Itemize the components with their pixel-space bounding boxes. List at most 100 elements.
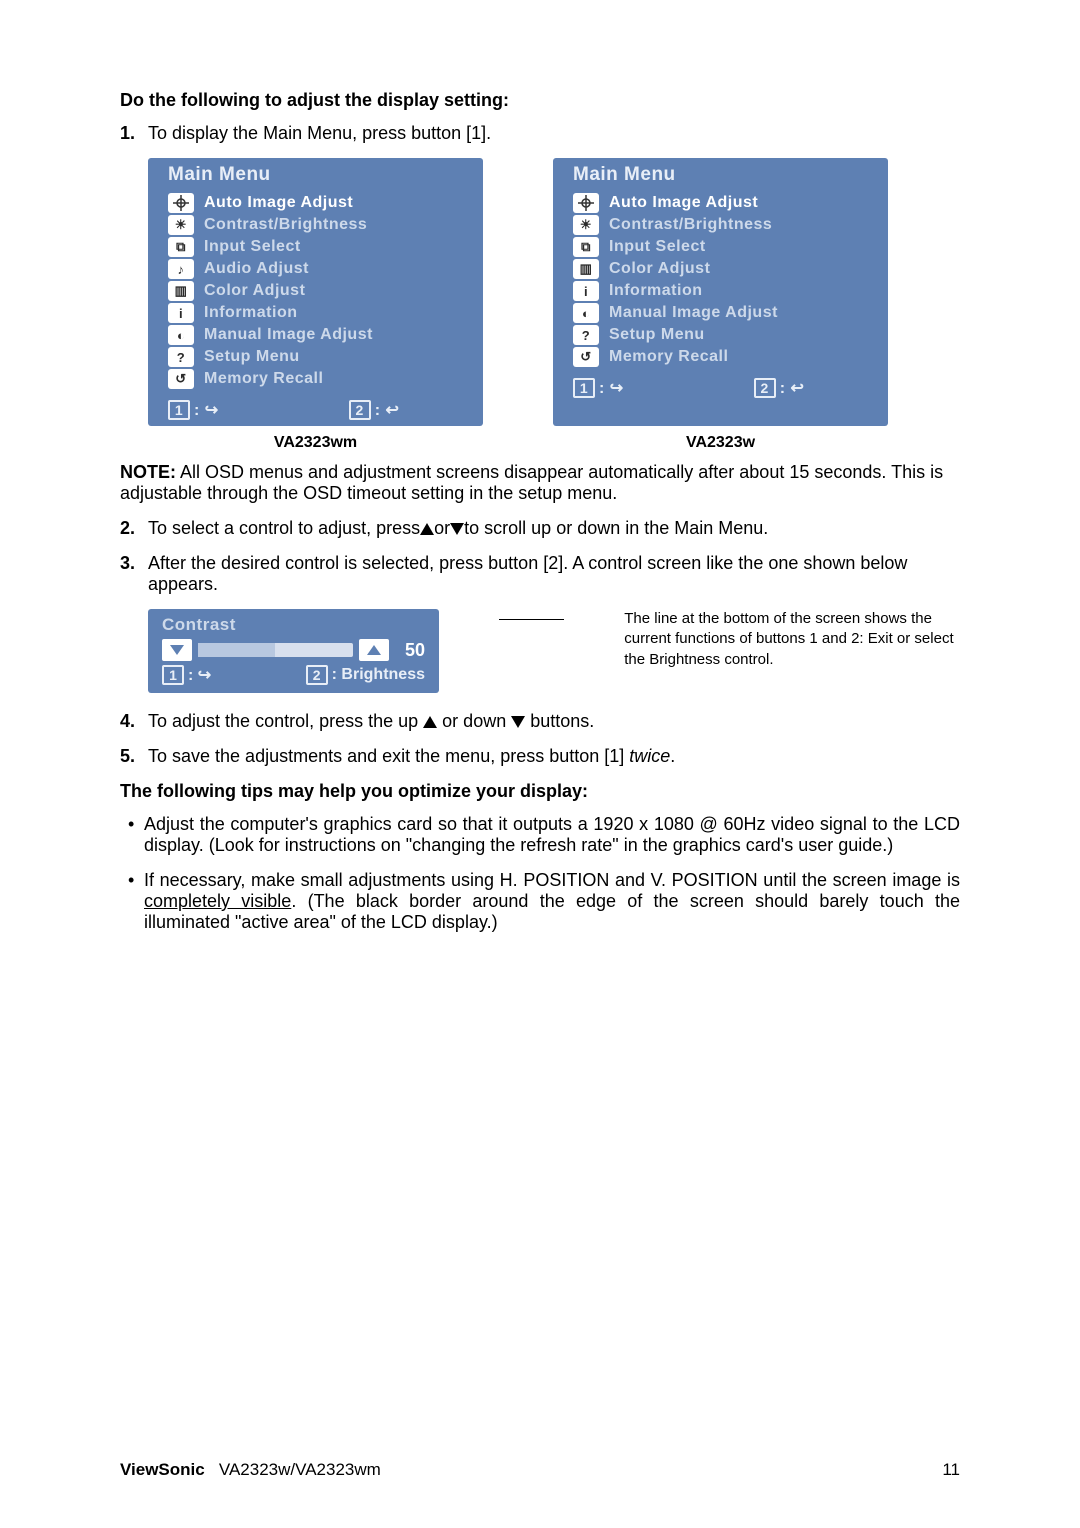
footer-page-number: 11 [942, 1460, 960, 1480]
step-5-num: 5. [120, 746, 148, 767]
step-2: 2. To select a control to adjust, presso… [120, 518, 960, 539]
contrast-control-screen: Contrast 50 1 : ↪ 2: Brightness [148, 609, 439, 693]
menu-item-contrast: ☀ Contrast/Brightness [168, 214, 471, 236]
footer-key-1: 1 : ↪ [573, 378, 624, 398]
step-1-num: 1. [120, 123, 148, 144]
menu-item-audio: ♪Audio Adjust [168, 258, 471, 280]
menu-item-label: Contrast/Brightness [609, 216, 772, 234]
color-icon: ▥ [168, 281, 194, 301]
step-2-text: To select a control to adjust, pressorto… [148, 518, 960, 539]
recall-icon: ↺ [573, 347, 599, 367]
menu-item-label: Auto Image Adjust [204, 194, 353, 212]
question-icon: ? [573, 325, 599, 345]
menu-item-auto-image: Auto Image Adjust [573, 192, 876, 214]
main-menu-w-footer: 1 : ↪ 2 : ↩ [553, 374, 888, 404]
menu-captions-row: VA2323wm VA2323w [148, 434, 960, 452]
menu-item-label: Memory Recall [609, 348, 728, 366]
color-icon: ▥ [573, 259, 599, 279]
crosshair-icon [573, 193, 599, 213]
menu-item-label: Information [609, 282, 703, 300]
menu-item-label: Information [204, 304, 298, 322]
menu-item-label: Color Adjust [609, 260, 710, 278]
manual-icon: ◐ [168, 325, 194, 345]
step-3-text: After the desired control is selected, p… [148, 553, 960, 595]
tip-1: • Adjust the computer's graphics card so… [120, 814, 960, 856]
contrast-footer: 1 : ↪ 2: Brightness [162, 665, 425, 685]
footer-key-1: 1 : ↪ [168, 400, 219, 420]
caption-wm: VA2323wm [148, 434, 483, 452]
step-4-num: 4. [120, 711, 148, 732]
footer-key-2: 2 : ↩ [754, 378, 805, 398]
menu-item-manual: ◐ Manual Image Adjust [573, 302, 876, 324]
note-label: NOTE: [120, 462, 176, 482]
contrast-slider: 50 [162, 639, 425, 661]
menu-item-label: Manual Image Adjust [204, 326, 373, 344]
step-3: 3. After the desired control is selected… [120, 553, 960, 595]
tip-1-text: Adjust the computer's graphics card so t… [144, 814, 960, 856]
menu-item-manual: ◐ Manual Image Adjust [168, 324, 471, 346]
menu-item-color: ▥ Color Adjust [168, 280, 471, 302]
menu-screenshots-row: Main Menu Auto Image Adjust ☀ Contrast/Br… [148, 158, 960, 426]
main-menu-w: Main Menu Auto Image Adjust ☀ Contrast/Br… [553, 158, 888, 426]
tip-2: • If necessary, make small adjustments u… [120, 870, 960, 933]
menu-item-memory: ↺ Memory Recall [573, 346, 876, 368]
menu-item-setup: ? Setup Menu [168, 346, 471, 368]
manual-icon: ◐ [573, 303, 599, 323]
menu-item-label: Memory Recall [204, 370, 323, 388]
menu-item-label: Audio Adjust [204, 260, 309, 278]
slider-down-icon [162, 639, 192, 661]
bullet-mark: • [120, 870, 144, 933]
note-text: All OSD menus and adjustment screens dis… [120, 462, 943, 503]
contrast-footer-1: 1 : ↪ [162, 665, 211, 685]
question-icon: ? [168, 347, 194, 367]
menu-item-input: ⧉Input Select [573, 236, 876, 258]
slider-track [198, 643, 353, 657]
step-2-num: 2. [120, 518, 148, 539]
footer-model: VA2323w/VA2323wm [219, 1460, 381, 1479]
recall-icon: ↺ [168, 369, 194, 389]
sun-icon: ☀ [168, 215, 194, 235]
main-menu-w-items: Auto Image Adjust ☀ Contrast/Brightness ⧉… [553, 192, 888, 374]
menu-item-input: ⧉ Input Select [168, 236, 471, 258]
menu-item-color: ▥ Color Adjust [573, 258, 876, 280]
menu-item-label: Setup Menu [204, 348, 300, 366]
footer-key-2: 2 : ↩ [349, 400, 400, 420]
sun-icon: ☀ [573, 215, 599, 235]
info-icon: i [573, 281, 599, 301]
callout-text: The line at the bottom of the screen sho… [624, 609, 960, 670]
main-menu-wm-items: Auto Image Adjust ☀ Contrast/Brightness ⧉… [148, 192, 483, 396]
menu-item-label: Setup Menu [609, 326, 705, 344]
contrast-footer-2: 2: Brightness [306, 665, 425, 685]
menu-item-label: Input Select [204, 238, 301, 256]
menu-item-label: Contrast/Brightness [204, 216, 367, 234]
menu-item-memory: ↺ Memory Recall [168, 368, 471, 390]
heading-adjust-display: Do the following to adjust the display s… [120, 90, 960, 111]
menu-item-info: i Information [168, 302, 471, 324]
crosshair-icon [168, 193, 194, 213]
caption-w: VA2323w [553, 434, 888, 452]
bullet-mark: • [120, 814, 144, 856]
step-4: 4. To adjust the control, press the up o… [120, 711, 960, 732]
info-icon: i [168, 303, 194, 323]
footer-brand: ViewSonic [120, 1460, 205, 1479]
input-icon: ⧉ [168, 237, 194, 257]
callout-line [499, 619, 564, 620]
triangle-up-icon [420, 523, 434, 535]
menu-item-label: Manual Image Adjust [609, 304, 778, 322]
footer-left: ViewSonic VA2323w/VA2323wm [120, 1460, 381, 1480]
contrast-title: Contrast [162, 615, 425, 635]
contrast-screenshot-row: Contrast 50 1 : ↪ 2: Brightness The line… [148, 609, 960, 693]
main-menu-wm-footer: 1 : ↪ 2 : ↩ [148, 396, 483, 426]
main-menu-w-title: Main Menu [553, 158, 888, 192]
tip-2-text: If necessary, make small adjustments usi… [144, 870, 960, 933]
menu-item-setup: ? Setup Menu [573, 324, 876, 346]
step-1-text: To display the Main Menu, press button [… [148, 123, 960, 144]
triangle-up-icon [423, 716, 437, 728]
step-5: 5. To save the adjustments and exit the … [120, 746, 960, 767]
menu-item-auto-image: Auto Image Adjust [168, 192, 471, 214]
menu-item-label: Color Adjust [204, 282, 305, 300]
step-3-num: 3. [120, 553, 148, 595]
note-osd-timeout: NOTE: All OSD menus and adjustment scree… [120, 462, 960, 504]
menu-item-label: Auto Image Adjust [609, 194, 758, 212]
slider-value: 50 [395, 640, 425, 661]
